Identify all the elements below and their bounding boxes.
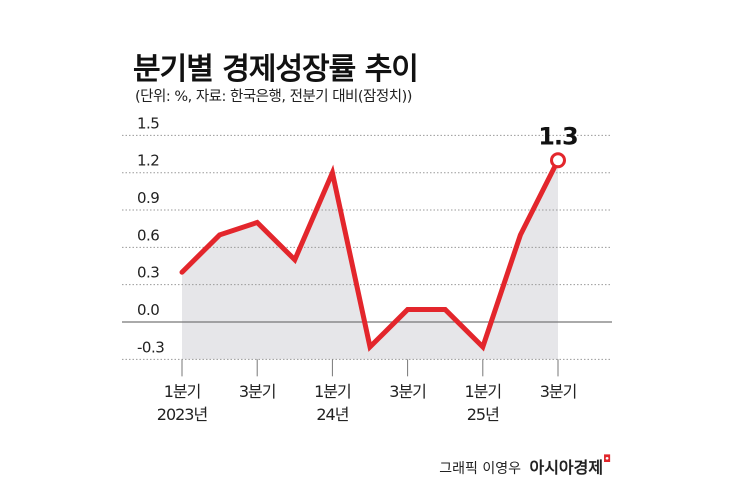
- chart-subtitle: (단위: %, 자료: 한국은행, 전분기 대비(잠정치)): [135, 89, 412, 105]
- data-label-last: 1.3: [538, 122, 578, 150]
- last-point-marker: [550, 152, 566, 169]
- x-tick-label-year: 2023년: [157, 405, 208, 424]
- area-fill: [182, 160, 558, 360]
- y-tick-label: -0.3: [137, 338, 164, 356]
- brand-mark-icon: ◘: [603, 454, 611, 465]
- y-tick-label: 0.9: [137, 189, 159, 207]
- brand-logo: 아시아경제: [529, 458, 604, 477]
- x-tick-label-year: 25년: [467, 405, 499, 424]
- chart-title: 분기별 경제성장률 추이: [133, 52, 419, 87]
- y-tick-label: 0.0: [137, 301, 159, 319]
- x-tick-label: 1분기: [164, 382, 201, 401]
- y-tick-label: 1.2: [137, 152, 159, 170]
- x-tick-label: 1분기: [314, 382, 351, 401]
- y-tick-label: 1.5: [137, 114, 159, 132]
- credit-text: 그래픽 이영우: [439, 461, 522, 477]
- x-tick-label: 1분기: [464, 382, 501, 401]
- y-tick-label: 0.3: [137, 264, 159, 282]
- y-tick-label: 0.6: [137, 226, 159, 244]
- x-tick-label: 3분기: [389, 382, 426, 401]
- x-tick-label: 3분기: [239, 382, 276, 401]
- x-tick-label: 3분기: [540, 382, 577, 401]
- x-tick-label-year: 24년: [316, 405, 348, 424]
- credit: 그래픽 이영우 아시아경제◘: [439, 454, 611, 478]
